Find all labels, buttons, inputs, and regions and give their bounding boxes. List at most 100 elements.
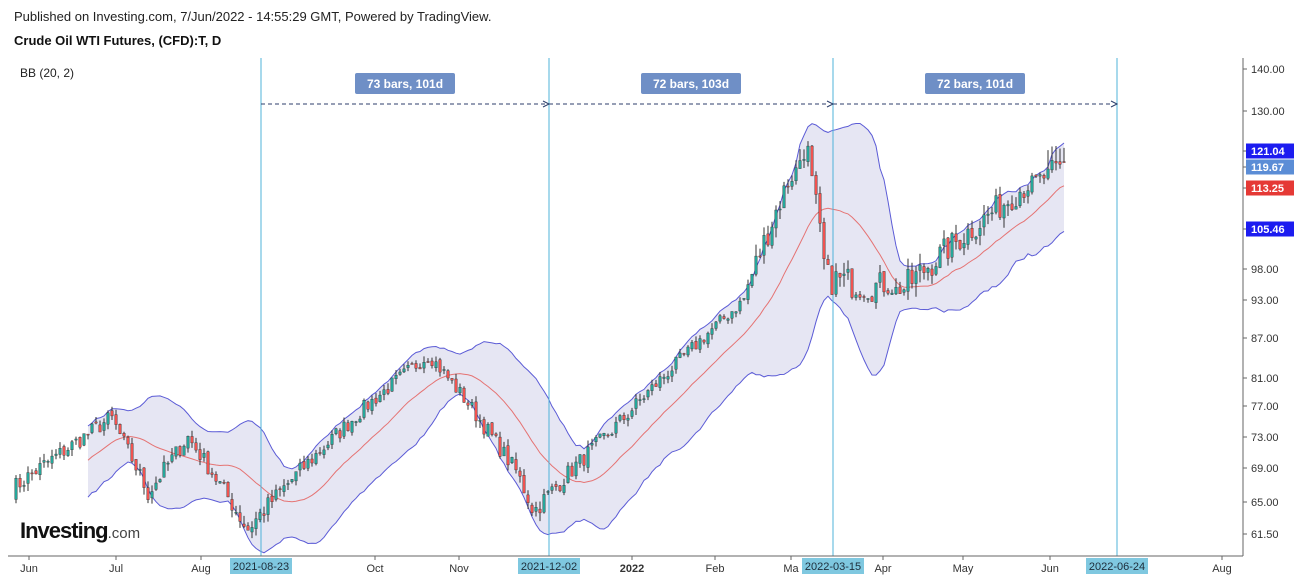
candle: [530, 502, 534, 517]
candle: [974, 235, 978, 245]
candle: [190, 430, 194, 448]
candle: [382, 385, 386, 401]
candle: [546, 490, 550, 496]
candle: [526, 490, 530, 509]
candle: [302, 455, 306, 471]
candle: [334, 427, 338, 436]
x-tick-label: Jun: [1041, 563, 1059, 575]
range-badge: [641, 73, 741, 94]
candle: [538, 501, 542, 522]
candle: [858, 290, 862, 301]
bollinger-band: [87, 123, 1065, 554]
candle: [230, 492, 234, 518]
candle: [134, 459, 138, 476]
candle: [602, 432, 606, 440]
candle: [26, 466, 30, 492]
candle: [594, 435, 598, 447]
candle: [866, 298, 870, 303]
candle: [558, 484, 562, 493]
candle: [418, 363, 422, 370]
candle: [614, 416, 618, 438]
candle: [290, 479, 294, 484]
candle: [914, 266, 918, 297]
date-marker-badge: 2021-08-23: [230, 558, 292, 574]
candle: [422, 356, 426, 374]
candle: [54, 449, 58, 460]
candle: [982, 204, 986, 236]
price-badge-label: 105.46: [1251, 224, 1285, 236]
candle: [1026, 185, 1030, 204]
candle: [654, 379, 658, 387]
candle: [210, 467, 214, 478]
candle: [694, 336, 698, 350]
candle: [1010, 195, 1014, 211]
candle: [306, 455, 310, 472]
candle: [1062, 147, 1066, 163]
candle: [698, 335, 702, 354]
candle: [194, 437, 198, 453]
band-fill: [88, 123, 1064, 553]
candle: [690, 340, 694, 352]
x-tick-label: Aug: [191, 563, 211, 575]
candle: [234, 505, 238, 516]
range-label: 72 bars, 101d: [937, 77, 1013, 91]
candle: [622, 412, 626, 424]
indicator-label[interactable]: BB (20, 2): [20, 66, 75, 80]
candle: [710, 323, 714, 340]
candle: [510, 456, 514, 465]
candle: [1050, 146, 1054, 173]
candles: [14, 141, 1066, 539]
candle: [186, 435, 190, 453]
candle: [78, 436, 82, 450]
candle: [706, 331, 710, 348]
candle: [130, 437, 134, 463]
date-marker-label: 2022-03-15: [805, 561, 861, 573]
candle: [934, 262, 938, 276]
chart-title: Crude Oil WTI Futures, (CFD):T, D: [14, 33, 222, 48]
candle: [566, 462, 570, 484]
candle: [370, 395, 374, 415]
candle: [238, 505, 242, 528]
candle: [478, 414, 482, 428]
candle: [1030, 172, 1034, 195]
x-tick-label: Jun: [20, 563, 38, 575]
candle: [338, 428, 342, 443]
candle: [774, 205, 778, 238]
price-badge-label: 113.25: [1251, 183, 1284, 195]
candle: [994, 188, 998, 215]
y-tick-label: 93.00: [1251, 295, 1279, 307]
y-tick-label: 65.00: [1251, 497, 1279, 509]
candle: [178, 445, 182, 458]
price-badge: [1246, 159, 1294, 175]
candle: [734, 311, 738, 318]
candle: [66, 447, 70, 457]
price-badge: [1246, 180, 1294, 196]
candle: [522, 469, 526, 494]
candle: [910, 262, 914, 289]
candle: [806, 141, 810, 167]
candle: [98, 420, 102, 433]
y-tick-label: 87.00: [1251, 333, 1279, 345]
y-tick-label: 73.00: [1251, 432, 1279, 444]
candle: [214, 471, 218, 485]
candle: [674, 356, 678, 374]
candle: [86, 433, 90, 440]
candle: [686, 345, 690, 358]
candle: [150, 485, 154, 504]
candle: [38, 457, 42, 481]
candle: [1046, 150, 1050, 181]
candle: [822, 217, 826, 270]
candle: [890, 289, 894, 295]
candle: [722, 314, 726, 320]
date-marker-bg: [802, 558, 864, 574]
candle: [986, 206, 990, 225]
candle: [46, 459, 50, 468]
candle: [262, 506, 266, 523]
candle: [126, 435, 130, 449]
candle: [114, 409, 118, 430]
candle: [166, 461, 170, 471]
candle: [206, 450, 210, 475]
candle: [70, 440, 74, 457]
candle: [222, 479, 226, 485]
